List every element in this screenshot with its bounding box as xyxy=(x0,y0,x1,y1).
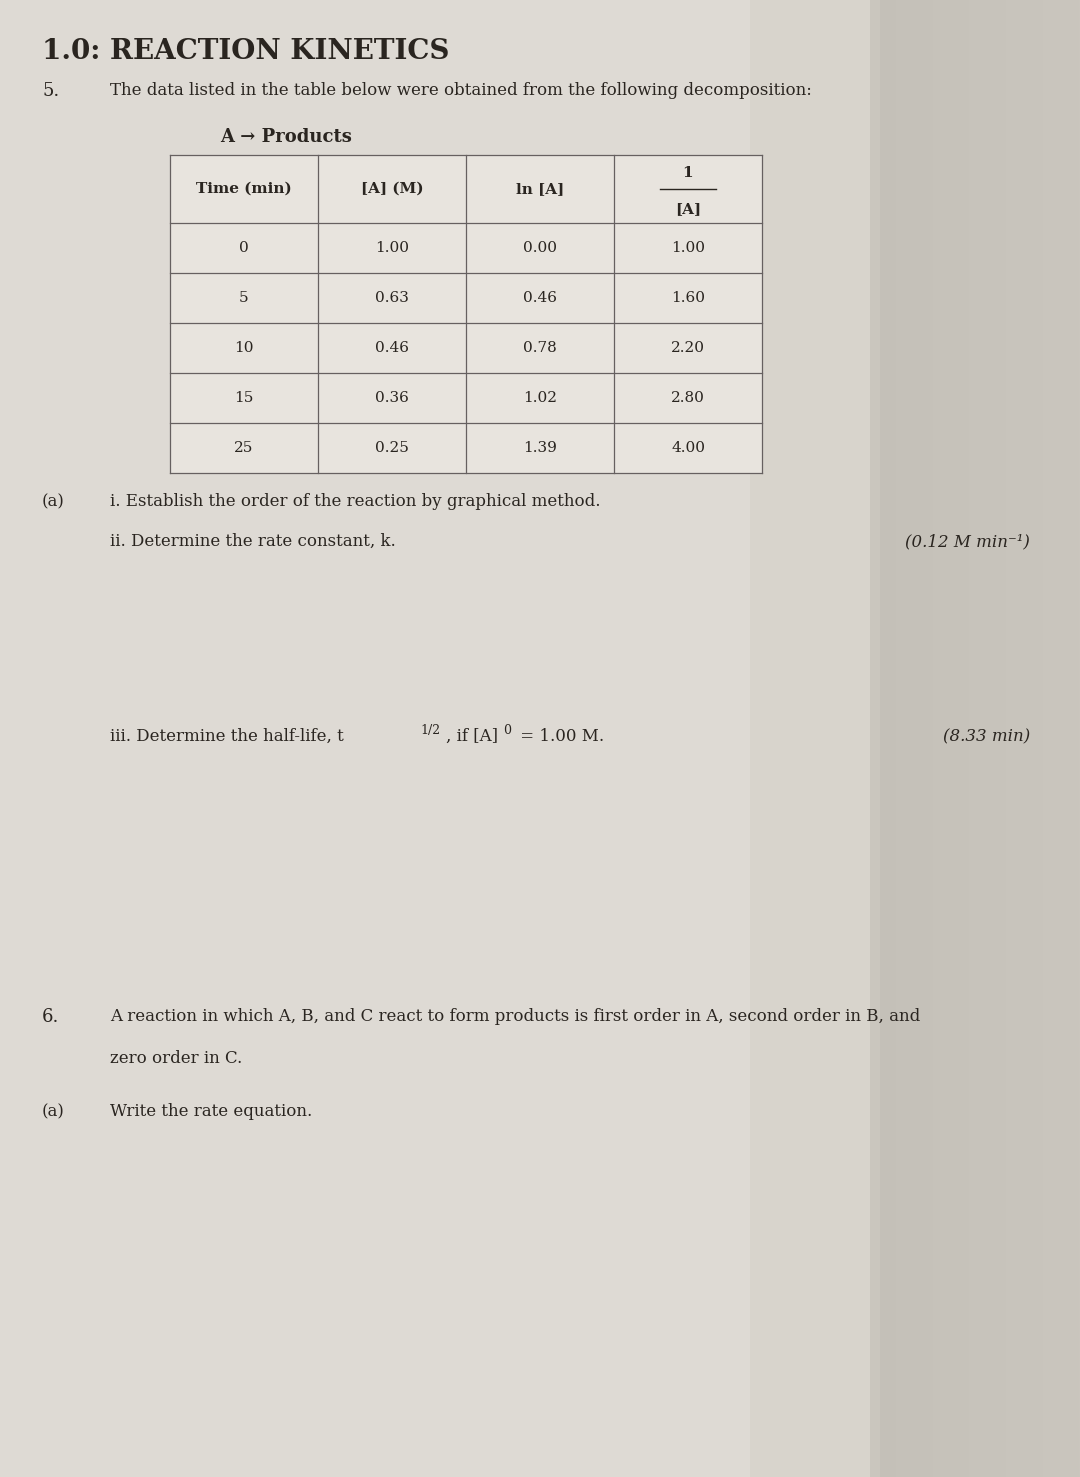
Text: 0.78: 0.78 xyxy=(523,341,557,354)
Text: zero order in C.: zero order in C. xyxy=(110,1050,242,1066)
Text: A → Products: A → Products xyxy=(220,128,352,146)
Text: 15: 15 xyxy=(234,391,254,405)
Text: 1: 1 xyxy=(683,165,693,180)
Text: (8.33 min): (8.33 min) xyxy=(943,728,1030,744)
Text: (a): (a) xyxy=(42,493,65,510)
Text: 0.00: 0.00 xyxy=(523,241,557,256)
Text: 5.: 5. xyxy=(42,83,59,100)
Text: i. Establish the order of the reaction by graphical method.: i. Establish the order of the reaction b… xyxy=(110,493,600,510)
Text: 1.00: 1.00 xyxy=(671,241,705,256)
Text: 1/2: 1/2 xyxy=(420,724,441,737)
Text: ln [A]: ln [A] xyxy=(516,182,564,196)
Text: 0.46: 0.46 xyxy=(523,291,557,304)
Bar xyxy=(170,155,762,473)
Text: , if [A]: , if [A] xyxy=(446,728,498,744)
Text: 0.63: 0.63 xyxy=(375,291,409,304)
Text: 2.20: 2.20 xyxy=(671,341,705,354)
Text: 0.25: 0.25 xyxy=(375,442,409,455)
Text: = 1.00 M.: = 1.00 M. xyxy=(515,728,604,744)
Text: A reaction in which A, B, and C react to form products is first order in A, seco: A reaction in which A, B, and C react to… xyxy=(110,1007,920,1025)
Text: 0.46: 0.46 xyxy=(375,341,409,354)
Text: 1.60: 1.60 xyxy=(671,291,705,304)
Text: 0: 0 xyxy=(503,724,511,737)
Text: 0.36: 0.36 xyxy=(375,391,409,405)
Text: [A] (M): [A] (M) xyxy=(361,182,423,196)
Text: 10: 10 xyxy=(234,341,254,354)
Text: [A]: [A] xyxy=(675,202,701,216)
Text: 0: 0 xyxy=(239,241,248,256)
Text: 1.0: REACTION KINETICS: 1.0: REACTION KINETICS xyxy=(42,38,449,65)
Text: (0.12 M min⁻¹): (0.12 M min⁻¹) xyxy=(905,533,1030,549)
Text: Time (min): Time (min) xyxy=(197,182,292,196)
Text: 4.00: 4.00 xyxy=(671,442,705,455)
Text: 1.39: 1.39 xyxy=(523,442,557,455)
Bar xyxy=(0,0,870,1477)
Text: 1.02: 1.02 xyxy=(523,391,557,405)
Text: The data listed in the table below were obtained from the following decompositio: The data listed in the table below were … xyxy=(110,83,812,99)
Text: (a): (a) xyxy=(42,1103,65,1120)
Text: 25: 25 xyxy=(234,442,254,455)
Text: 5: 5 xyxy=(239,291,248,304)
Text: Write the rate equation.: Write the rate equation. xyxy=(110,1103,312,1120)
Text: iii. Determine the half-life, t: iii. Determine the half-life, t xyxy=(110,728,343,744)
Bar xyxy=(0,0,750,1477)
Text: 2.80: 2.80 xyxy=(671,391,705,405)
Text: 6.: 6. xyxy=(42,1007,59,1027)
Text: 1.00: 1.00 xyxy=(375,241,409,256)
Text: ii. Determine the rate constant, k.: ii. Determine the rate constant, k. xyxy=(110,533,395,549)
